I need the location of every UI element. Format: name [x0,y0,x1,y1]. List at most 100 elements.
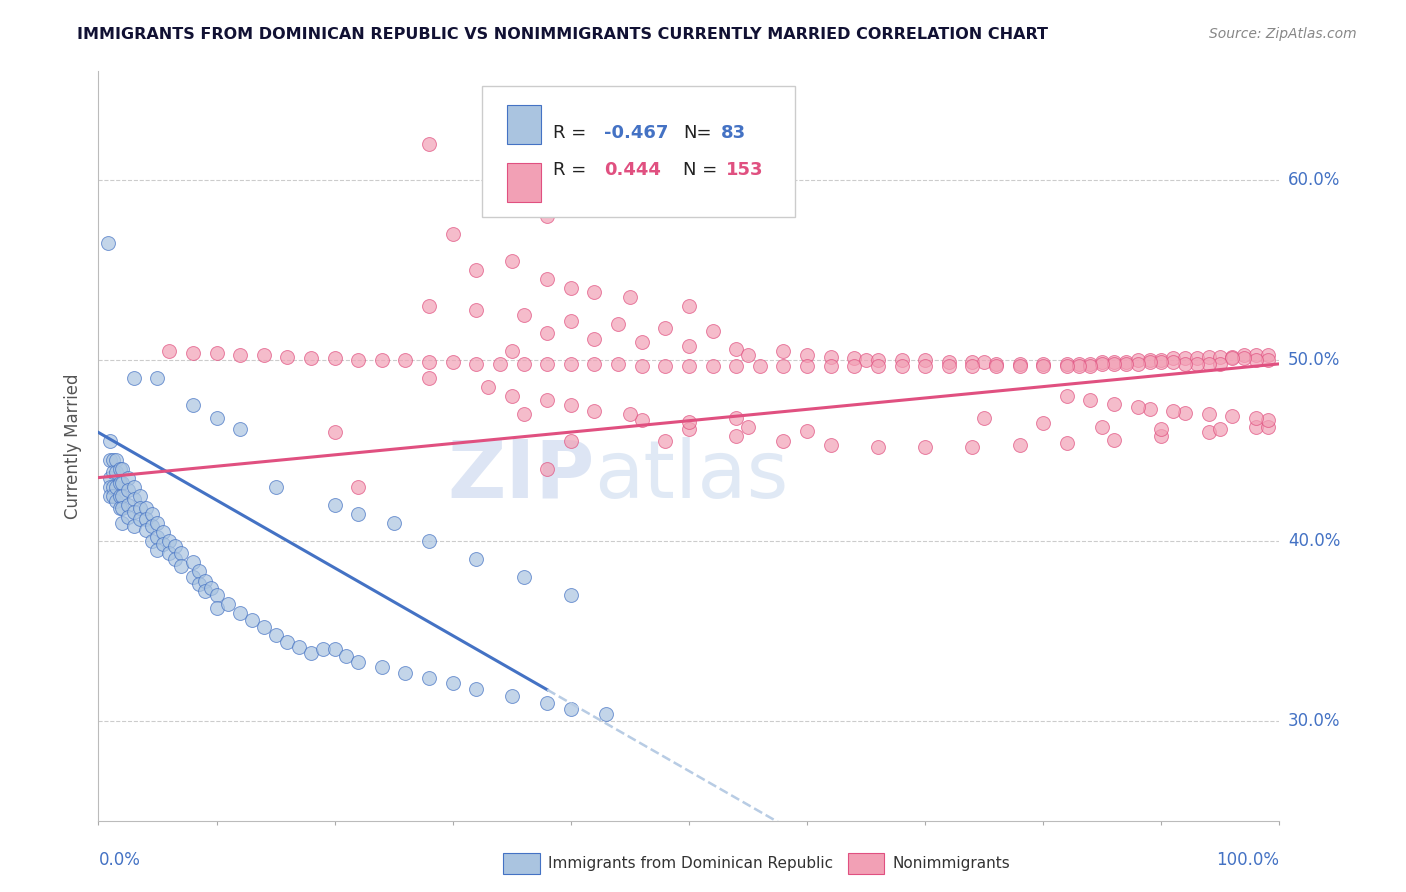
Point [108,461,131,475]
Point [288,640,311,655]
Point [165,539,187,553]
Point [536,326,558,340]
Point [984,357,1007,371]
Point [560,398,582,412]
Point [844,359,866,373]
Point [1126,400,1149,414]
Point [678,339,700,353]
Point [122,371,145,385]
Point [1198,408,1220,422]
Point [122,519,145,533]
Text: R =: R = [553,124,586,142]
Point [1244,420,1267,434]
Point [737,348,759,362]
Text: 0.0%: 0.0% [98,851,141,869]
Point [1257,353,1279,368]
Point [1233,351,1256,366]
Text: IMMIGRANTS FROM DOMINICAN REPUBLIC VS NONIMMIGRANTS CURRENTLY MARRIED CORRELATIO: IMMIGRANTS FROM DOMINICAN REPUBLIC VS NO… [77,27,1049,42]
Point [725,411,748,425]
Point [536,696,558,710]
Point [477,380,499,394]
Point [347,480,370,494]
Point [152,537,174,551]
FancyBboxPatch shape [482,87,796,218]
Point [418,671,440,685]
Point [229,348,252,362]
Point [1244,411,1267,425]
Point [501,344,523,359]
Point [194,584,217,599]
Point [1185,357,1208,371]
Point [1209,357,1232,371]
Text: 153: 153 [725,161,763,179]
Point [1056,357,1078,371]
Point [1161,355,1184,369]
Point [105,480,128,494]
Point [323,642,346,657]
Point [1198,350,1220,364]
Point [217,597,239,611]
Point [1139,402,1161,417]
Point [512,408,534,422]
Point [347,353,370,368]
Point [866,440,889,454]
Y-axis label: Currently Married: Currently Married [65,373,83,519]
Point [820,350,842,364]
Text: ZIP: ZIP [447,437,595,515]
Point [1257,420,1279,434]
Point [973,411,995,425]
Point [489,357,512,371]
Point [654,359,676,373]
Point [1056,436,1078,450]
Text: Nonimmigrants: Nonimmigrants [893,856,1011,871]
Point [536,209,558,223]
Point [1174,357,1197,371]
Point [1257,348,1279,362]
Point [914,353,936,368]
Point [1067,357,1090,371]
Point [97,235,120,250]
Point [187,565,209,579]
Point [394,665,416,680]
Point [146,530,169,544]
Point [855,353,877,368]
Text: 60.0%: 60.0% [1288,170,1340,189]
Point [501,254,523,268]
Point [914,440,936,454]
Point [984,359,1007,373]
Point [560,588,582,602]
Point [1008,359,1031,373]
Text: Source: ZipAtlas.com: Source: ZipAtlas.com [1209,27,1357,41]
Point [678,415,700,429]
Point [512,308,534,322]
Point [1220,409,1243,424]
Point [170,559,193,574]
Point [501,389,523,403]
Point [583,404,606,418]
Text: 83: 83 [721,124,747,142]
Text: 30.0%: 30.0% [1288,713,1340,731]
Point [347,507,370,521]
Point [205,411,228,425]
Text: N =: N = [683,161,717,179]
Point [890,359,912,373]
Point [1150,353,1173,368]
Point [1032,357,1054,371]
Point [866,353,889,368]
Point [1032,417,1054,431]
Point [229,606,252,620]
Point [108,501,131,516]
Point [152,524,174,539]
Point [678,299,700,313]
Point [1233,348,1256,362]
Point [962,440,984,454]
Text: 40.0%: 40.0% [1288,532,1340,549]
Point [1150,429,1173,443]
Point [141,533,163,548]
Point [157,546,180,560]
Point [1008,438,1031,452]
Point [101,480,124,494]
Point [1056,359,1078,373]
Point [276,635,298,649]
Point [418,299,440,313]
